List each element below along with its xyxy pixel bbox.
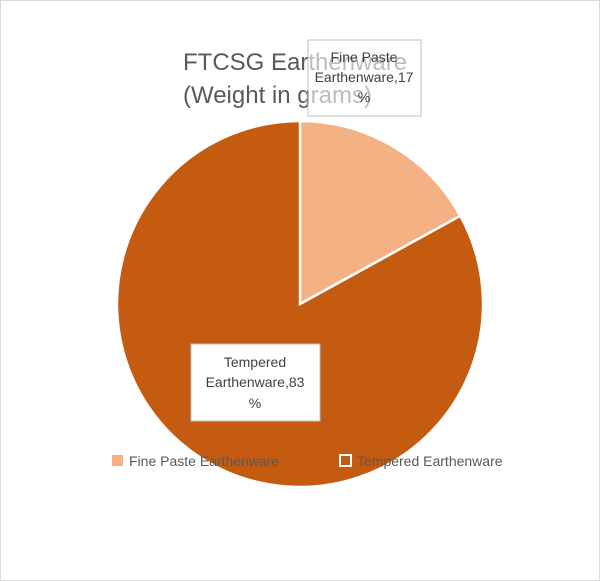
legend-label: Fine Paste Earthenware (129, 453, 279, 469)
legend-label: Tempered Earthenware (357, 453, 503, 469)
data-label-line: Earthenware,83 (206, 374, 305, 390)
legend-swatch (339, 454, 352, 467)
legend-swatch (112, 455, 123, 466)
data-label-tempered-earthenware: Tempered Earthenware,83% (190, 343, 321, 422)
data-label-box (190, 343, 321, 422)
data-label-line: Tempered (224, 354, 286, 370)
data-label-box (307, 39, 422, 117)
legend-item-fine-paste-earthenware: Fine Paste Earthenware (112, 453, 279, 469)
data-label-fine-paste-earthenware: Fine Paste Earthenware,17% (307, 39, 422, 117)
legend: Fine Paste Earthenware Tempered Earthenwa… (112, 453, 503, 469)
legend-item-tempered-earthenware: Tempered Earthenware (339, 453, 503, 469)
data-label-line: Fine Paste (331, 49, 398, 65)
data-labels-layer: Fine Paste Earthenware,17% Tempered Earthen… (190, 39, 422, 422)
data-label-line: Earthenware,17 (315, 69, 414, 85)
data-label-line: % (249, 395, 261, 411)
slices-layer (115, 119, 485, 489)
data-label-line: % (358, 89, 370, 105)
pie-slice-fine-paste-earthenware (298, 119, 463, 307)
